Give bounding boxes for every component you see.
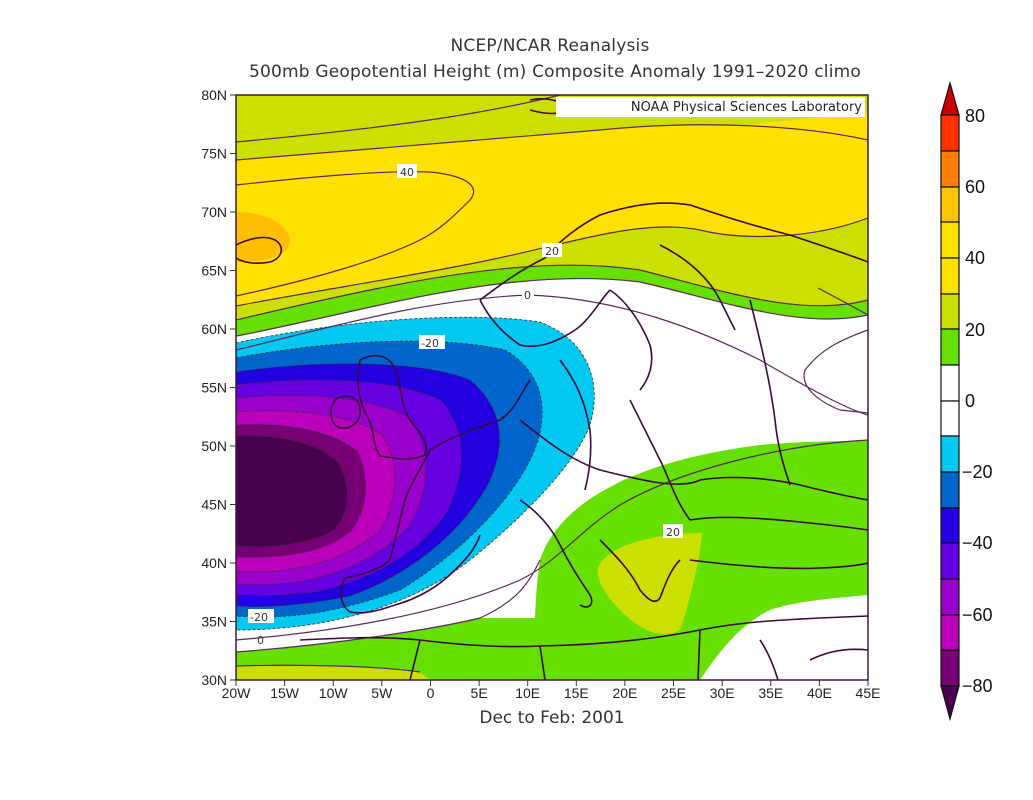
y-tick-65n: 65N [201, 263, 227, 279]
colorbar-tick-neg40: −40 [962, 533, 993, 553]
y-axis-labels: 80N 75N 70N 65N 60N 55N 50N 45N 40N 35N … [201, 87, 227, 688]
x-axis-labels: 20W 15W 10W 5W 0 5E 10E 15E 20E 25E 30E … [222, 685, 881, 701]
contour-label-40: 40 [400, 166, 414, 179]
x-tick-45e: 45E [856, 685, 881, 701]
colorbar-tick-neg20: −20 [962, 462, 993, 482]
coastlines [236, 98, 868, 680]
y-tick-45n: 45N [201, 497, 227, 513]
anomaly-field [236, 95, 868, 680]
y-tick-30n: 30N [201, 672, 227, 688]
colorbar-tick-60: 60 [965, 177, 985, 197]
x-tick-40e: 40E [807, 685, 832, 701]
x-tick-35e: 35E [758, 685, 783, 701]
colorbar-tick-80: 80 [965, 106, 985, 126]
colorbar-max-arrow [940, 80, 960, 116]
contour-label-group: 40 20 0 -20 -20 0 20 [248, 164, 683, 647]
y-tick-70n: 70N [201, 204, 227, 220]
contour-lines [236, 95, 868, 673]
period-label: Dec to Feb: 2001 [479, 708, 625, 728]
x-tick-0: 0 [427, 685, 435, 701]
contour-label-neg20-south: -20 [250, 611, 268, 624]
credit-box: NOAA Physical Sciences Laboratory [556, 97, 865, 117]
chart-title-line1: NCEP/NCAR Reanalysis [450, 36, 650, 56]
colorbar-min-arrow [940, 685, 960, 722]
negative-contour-lines [236, 316, 595, 631]
colorbar-tick-neg80: −80 [962, 676, 993, 696]
colorbar-tick-20: 20 [965, 320, 985, 340]
contour-label-20-north: 20 [545, 245, 559, 258]
y-tick-40n: 40N [201, 555, 227, 571]
x-tick-10e: 10E [515, 685, 540, 701]
y-tick-80n: 80N [201, 87, 227, 103]
x-tick-5e: 5E [471, 685, 488, 701]
colorbar-tick-40: 40 [965, 248, 985, 268]
contour-label-20-south: 20 [666, 526, 680, 539]
colorbar-tick-0: 0 [965, 391, 975, 411]
x-tick-30e: 30E [710, 685, 735, 701]
x-tick-20e: 20E [612, 685, 637, 701]
y-tick-60n: 60N [201, 321, 227, 337]
x-tick-10w: 10W [319, 685, 349, 701]
x-axis [235, 680, 869, 686]
chart-title-line2: 500mb Geopotential Height (m) Composite … [249, 62, 861, 82]
contour-label-0-north: 0 [524, 289, 531, 302]
colorbar-tick-neg60: −60 [962, 605, 993, 625]
x-tick-15w: 15W [270, 685, 300, 701]
contour-label-neg20-north: -20 [421, 337, 439, 350]
y-tick-50n: 50N [201, 438, 227, 454]
x-tick-20w: 20W [222, 685, 252, 701]
y-tick-75n: 75N [201, 146, 227, 162]
x-tick-15e: 15E [564, 685, 589, 701]
colorbar: 80 60 40 20 0 −20 −40 −60 −80 [940, 80, 993, 722]
x-tick-5w: 5W [371, 685, 393, 701]
x-tick-25e: 25E [661, 685, 686, 701]
y-axis [230, 94, 236, 681]
credit-text: NOAA Physical Sciences Laboratory [631, 100, 862, 115]
y-tick-55n: 55N [201, 380, 227, 396]
contour-label-0-south: 0 [257, 634, 264, 647]
y-tick-35n: 35N [201, 614, 227, 630]
